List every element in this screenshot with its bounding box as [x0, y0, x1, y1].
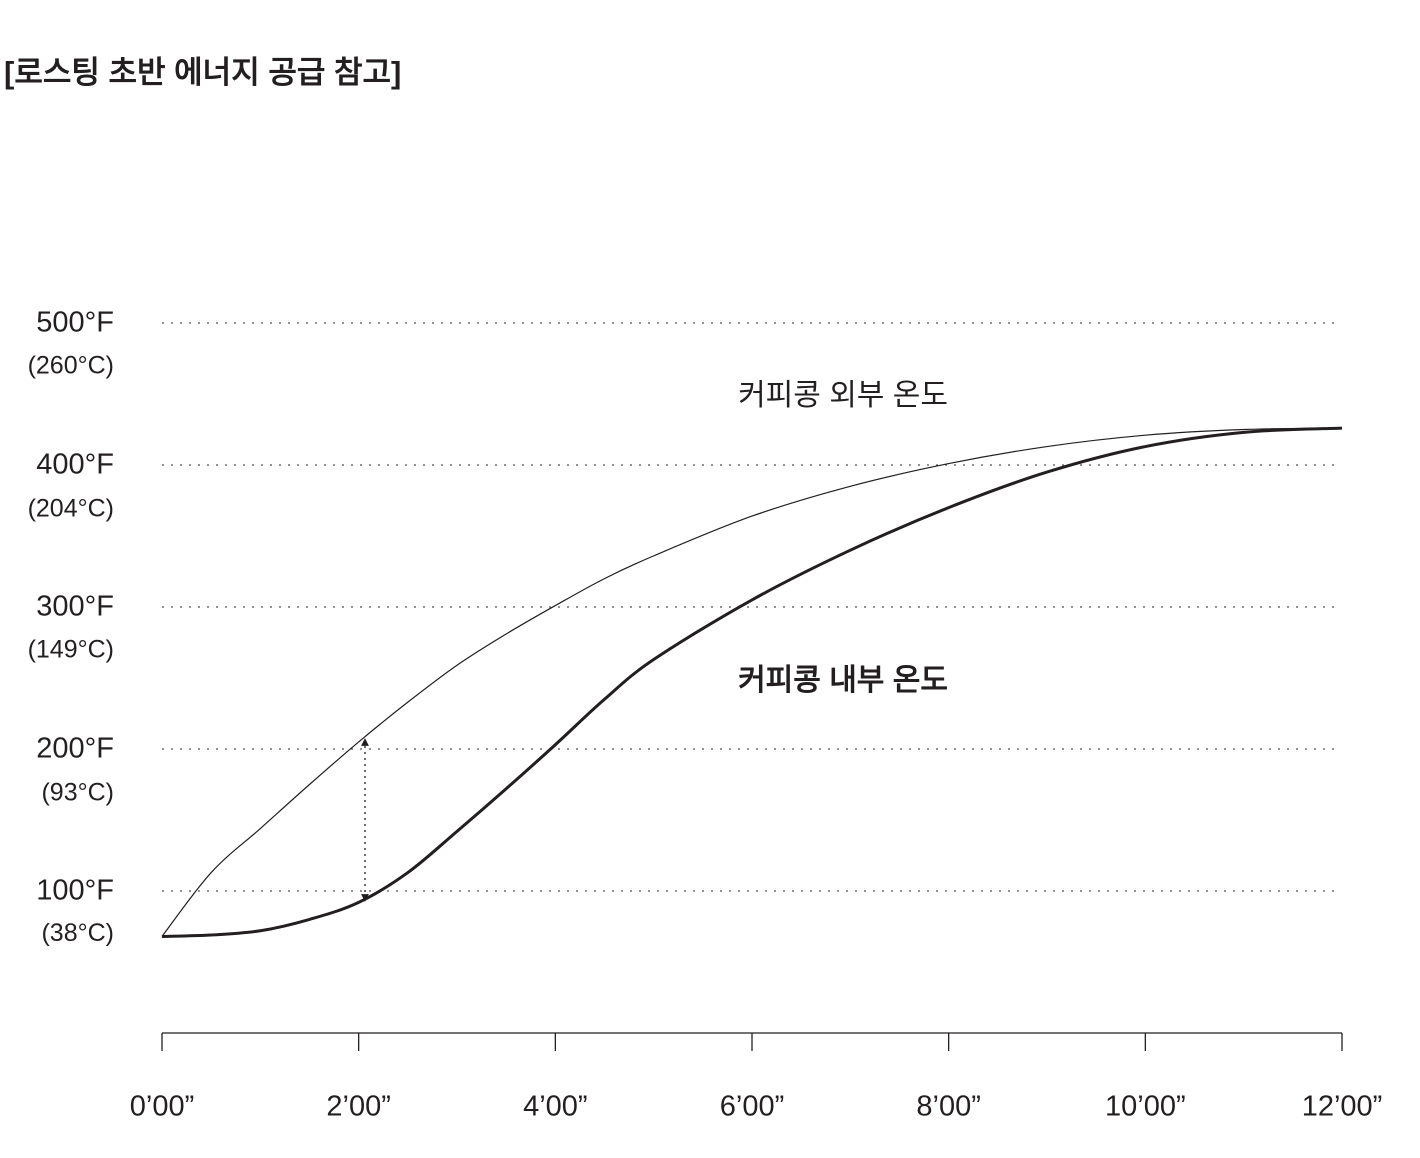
x-tick-label: 4’00” [523, 1091, 588, 1123]
x-tick-label: 10’00” [1105, 1091, 1186, 1123]
y2-tick-label: (93°C) [41, 778, 114, 806]
x-tick-label: 2’00” [326, 1091, 391, 1123]
y-tick-label: 400°F [36, 449, 114, 481]
x-tick-label: 0’00” [130, 1091, 195, 1123]
y2-tick-label: (204°C) [28, 495, 114, 523]
y2-tick-label: (149°C) [28, 635, 114, 663]
x-tick-label: 8’00” [916, 1091, 981, 1123]
x-tick-label: 6’00” [720, 1091, 785, 1123]
y-tick-label: 100°F [36, 875, 114, 907]
annotation: 커피콩 내부 온도 [738, 664, 948, 697]
y-tick-label: 500°F [36, 307, 114, 339]
y2-tick-label: (260°C) [28, 352, 114, 380]
x-tick-label: 12’00” [1302, 1091, 1383, 1123]
chart-title: [로스팅 초반 에너지 공급 참고] [4, 55, 401, 90]
line-series [161, 427, 1343, 937]
y2-tick-label: (38°C) [41, 919, 114, 947]
y-tick-label: 300°F [36, 591, 114, 623]
y-tick-label: 200°F [36, 733, 114, 765]
annotation: 커피콩 외부 온도 [738, 379, 948, 412]
line-series [161, 426, 1343, 938]
